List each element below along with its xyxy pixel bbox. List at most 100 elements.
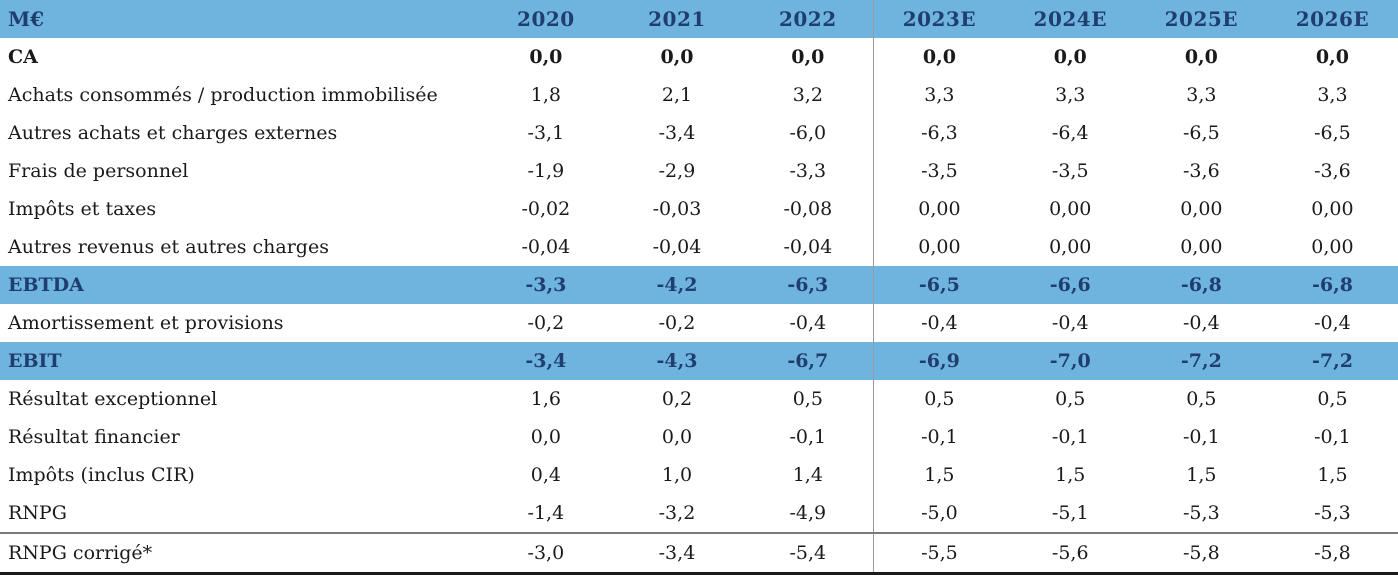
- cell-2023e: -6,9: [873, 342, 1005, 380]
- cell-2025e: -5,8: [1135, 532, 1267, 575]
- cell-2024e: 3,3: [1055, 84, 1086, 106]
- cell-2021: 1,0: [661, 464, 693, 486]
- cell-2024e: -0,4: [1051, 312, 1089, 334]
- cell-2024e: 1,5: [1055, 464, 1086, 486]
- cell-2024e: -5,1: [1051, 502, 1089, 524]
- cell-2023e: 0,0: [873, 38, 1005, 76]
- year-header-2021: 2021: [611, 0, 743, 38]
- cell-2020: -1,9: [527, 160, 565, 182]
- row-label: Autres achats et charges externes: [8, 122, 338, 144]
- cell-2022: -0,4: [789, 312, 827, 334]
- cell-2024e: 0,0: [1053, 46, 1087, 68]
- cell-2020: -3,3: [480, 266, 612, 304]
- table-row: Autres achats et charges externes -3,1 -3,…: [0, 114, 1398, 152]
- table-row: Achats consommés / production immobilisé…: [0, 76, 1398, 114]
- cell-2020: -0,04: [521, 236, 571, 258]
- row-label: Impôts et taxes: [8, 198, 157, 220]
- cell-2025e: 0,00: [1180, 198, 1223, 220]
- cell-2020: -3,0: [480, 532, 612, 575]
- cell-2022: -3,3: [789, 160, 827, 182]
- cell-2022: 3,2: [792, 84, 823, 106]
- cell-2025e: 1,5: [1186, 464, 1217, 486]
- cell-2022: -0,1: [789, 426, 827, 448]
- table-row: RNPG -1,4 -3,2 -4,9 -5,0 -5,1 -5,3 -5,3: [0, 494, 1398, 533]
- cell-2021: 0,0: [661, 426, 693, 448]
- cell-2020: 0,4: [530, 464, 561, 486]
- cell-2023e: 0,00: [873, 190, 1005, 228]
- cell-2023e: 1,5: [873, 456, 1005, 494]
- cell-2021: -4,2: [611, 266, 743, 304]
- cell-2021: -4,3: [611, 342, 743, 380]
- cell-2026e: -0,4: [1314, 312, 1351, 334]
- row-label: EBIT: [0, 342, 481, 380]
- cell-2026e: 3,3: [1317, 84, 1348, 106]
- cell-2022: 1,4: [792, 464, 823, 486]
- cell-2022: 0,5: [792, 388, 823, 410]
- cell-2024e: -0,1: [1051, 426, 1089, 448]
- cell-2023e: -6,3: [873, 114, 1005, 152]
- year-header-2023e: 2023E: [873, 0, 1005, 38]
- table-row: Résultat financier 0,0 0,0 -0,1 -0,1 -0,1 -0,1…: [0, 418, 1398, 456]
- year-header-2025e: 2025E: [1135, 0, 1267, 38]
- cell-2023e: 3,3: [873, 76, 1005, 114]
- table-body: CA 0,0 0,0 0,0 0,0 0,0 0,0 0,0 Achats consommés …: [0, 38, 1398, 575]
- cell-2020: 1,6: [530, 388, 561, 410]
- cell-2025e: -3,6: [1183, 160, 1220, 182]
- cell-2021: -0,03: [652, 198, 702, 220]
- row-label: Autres revenus et autres charges: [8, 236, 329, 258]
- cell-2026e: 0,5: [1317, 388, 1348, 410]
- cell-2021: 2,1: [661, 84, 693, 106]
- cell-2026e: -3,6: [1314, 160, 1351, 182]
- cell-2022: -6,3: [742, 266, 874, 304]
- cell-2020: 0,0: [530, 426, 561, 448]
- cell-2022: -6,0: [789, 122, 827, 144]
- cell-2023e: -6,5: [873, 266, 1005, 304]
- row-label: CA: [8, 46, 38, 68]
- table-row: CA 0,0 0,0 0,0 0,0 0,0 0,0 0,0: [0, 38, 1398, 76]
- table-row: Résultat exceptionnel 1,6 0,2 0,5 0,5 0,5 0,5 0…: [0, 380, 1398, 418]
- cell-2022: -6,7: [742, 342, 874, 380]
- cell-2026e: -5,3: [1314, 502, 1351, 524]
- cell-2025e: -6,5: [1183, 122, 1220, 144]
- row-label: Frais de personnel: [8, 160, 189, 182]
- cell-2026e: 0,00: [1311, 236, 1354, 258]
- cell-2026e: -6,5: [1314, 122, 1351, 144]
- cell-2021: -3,2: [658, 502, 696, 524]
- table-row: Frais de personnel -1,9 -2,9 -3,3 -3,5 -3,5 -3…: [0, 152, 1398, 190]
- row-label: RNPG: [8, 502, 67, 524]
- cell-2024e: -5,6: [1004, 532, 1136, 575]
- cell-2023e: 0,00: [873, 228, 1005, 266]
- cell-2026e: -6,8: [1266, 266, 1398, 304]
- cell-2021: -3,4: [658, 122, 696, 144]
- year-header-2026e: 2026E: [1266, 0, 1398, 38]
- header-row: M€ 2020 2021 2022 2023E 2024E 2025E 2026…: [0, 0, 1398, 38]
- table-row: Autres revenus et autres charges -0,04 -0,…: [0, 228, 1398, 266]
- cell-2026e: -0,1: [1314, 426, 1351, 448]
- cell-2022: -0,04: [783, 236, 833, 258]
- cell-2021: 0,2: [661, 388, 693, 410]
- cell-2026e: 0,0: [1315, 46, 1349, 68]
- cell-2025e: -7,2: [1135, 342, 1267, 380]
- row-label: Amortissement et provisions: [8, 312, 284, 334]
- cell-2022: 0,0: [791, 46, 825, 68]
- cell-2026e: -5,8: [1266, 532, 1398, 575]
- cell-2021: -0,04: [652, 236, 702, 258]
- table-row: RNPG corrigé* -3,0 -3,4 -5,4 -5,5 -5,6 -5,8 -5,…: [0, 532, 1398, 575]
- row-label: EBTDA: [0, 266, 481, 304]
- cell-2022: -0,08: [783, 198, 833, 220]
- cell-2025e: -0,4: [1183, 312, 1220, 334]
- cell-2023e: 0,5: [873, 380, 1005, 418]
- cell-2023e: -0,1: [873, 418, 1005, 456]
- table-row: EBIT -3,4 -4,3 -6,7 -6,9 -7,0 -7,2 -7,2: [0, 342, 1398, 380]
- year-header-2020: 2020: [480, 0, 612, 38]
- cell-2023e: -3,5: [873, 152, 1005, 190]
- cell-2022: -4,9: [789, 502, 827, 524]
- year-header-2022: 2022: [742, 0, 874, 38]
- unit-header: M€: [0, 0, 481, 38]
- cell-2025e: 0,0: [1184, 46, 1218, 68]
- cell-2025e: -6,8: [1135, 266, 1267, 304]
- year-header-2024e: 2024E: [1004, 0, 1136, 38]
- cell-2026e: 0,00: [1311, 198, 1354, 220]
- cell-2023e: -5,0: [873, 494, 1005, 533]
- cell-2025e: 3,3: [1186, 84, 1217, 106]
